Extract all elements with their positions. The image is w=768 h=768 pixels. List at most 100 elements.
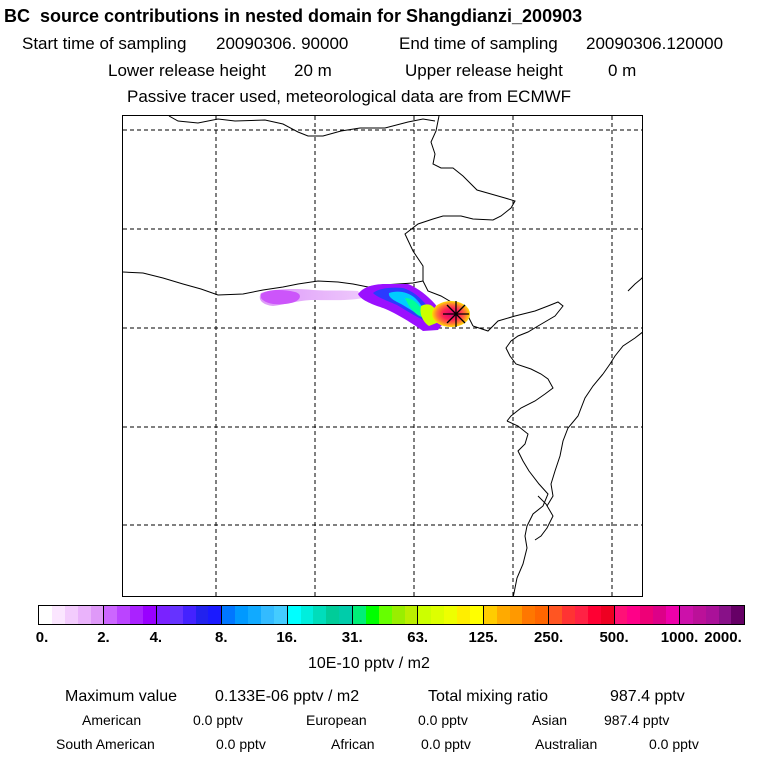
coastline [472, 301, 564, 422]
total-mixing-value: 987.4 pptv [610, 688, 685, 705]
south-american-value: 0.0 pptv [216, 736, 266, 752]
color-scale-tick-label: 1000. [660, 629, 699, 646]
color-scale-swatch [39, 606, 52, 624]
color-scale-swatch [235, 606, 248, 624]
australian-label: Australian [535, 736, 598, 752]
australian-value: 0.0 pptv [649, 736, 699, 752]
upper-release-label: Upper release height [405, 61, 563, 80]
color-scale-swatch [51, 606, 65, 624]
color-scale-swatch [431, 606, 445, 624]
color-scale-swatch [457, 606, 470, 624]
color-scale-swatch [222, 606, 236, 624]
color-scale-tick-label: 2000. [704, 629, 742, 646]
coastline [627, 277, 642, 292]
color-scale-swatch [156, 606, 170, 624]
plume-patch [261, 289, 300, 305]
african-value: 0.0 pptv [421, 736, 471, 752]
color-scale-tick-label: 125. [468, 629, 498, 646]
color-scale-swatch [208, 606, 223, 624]
upper-release-value: 0 m [608, 61, 637, 80]
color-scale-swatch [627, 606, 641, 624]
color-scale-swatch [614, 606, 628, 624]
color-scale-swatch [182, 606, 196, 624]
color-scale-swatch [391, 606, 405, 624]
color-scale-swatch [339, 606, 353, 624]
color-scale-swatch [731, 606, 745, 624]
color-scale-swatch [666, 606, 680, 624]
max-value-label: Maximum value [65, 688, 178, 705]
color-scale-swatch [705, 606, 719, 624]
end-time-value: 20090306.120000 [586, 34, 724, 53]
color-scale-swatch [104, 606, 118, 624]
color-scale-tick-label: 8. [215, 629, 228, 646]
asian-label: Asian [532, 712, 568, 728]
color-scale-tick-label: 16. [276, 629, 298, 646]
color-scale-swatch [483, 606, 497, 624]
map-canvas [123, 116, 642, 596]
color-scale-tick-label: 0. [35, 629, 49, 646]
color-scale-swatch [248, 606, 261, 624]
color-scale-tick-label: 4. [149, 629, 163, 646]
color-scale-swatch [130, 606, 143, 624]
color-scale-swatch [260, 606, 274, 624]
color-scale-swatch [522, 606, 536, 624]
color-scale-swatch [404, 606, 419, 624]
coastline [506, 420, 549, 596]
plume-green [405, 298, 425, 318]
color-scale-tick-label: 31. [341, 629, 363, 646]
color-scale-swatch [496, 606, 510, 624]
color-scale-swatch [679, 606, 693, 624]
color-scale-swatch [549, 606, 562, 624]
max-value: 0.133E-06 pptv / m2 [215, 688, 360, 705]
south-american-label: South American [56, 736, 155, 752]
color-scale-swatch [90, 606, 105, 624]
color-scale-swatch [117, 606, 131, 624]
color-scale-bar [38, 605, 745, 625]
color-scale-swatch [273, 606, 288, 624]
tracer-note: Passive tracer used, meteorological data… [127, 87, 572, 106]
color-scale-swatch [195, 606, 209, 624]
color-scale-swatch [287, 606, 301, 624]
color-scale-tick-label: 63. [407, 629, 429, 646]
color-scale-swatch [378, 606, 392, 624]
color-scale-swatch [640, 606, 654, 624]
coastline [602, 331, 642, 375]
american-label: American [82, 712, 142, 728]
tracer-plume [259, 284, 470, 331]
total-mixing-label: Total mixing ratio [428, 688, 549, 705]
european-value: 0.0 pptv [418, 712, 468, 728]
start-time-value: 20090306. 90000 [216, 34, 349, 53]
color-scale-swatch [353, 606, 366, 624]
color-scale-swatch [418, 606, 432, 624]
color-scale-swatch [692, 606, 706, 624]
color-scale-swatch [169, 606, 183, 624]
lower-release-label: Lower release height [108, 61, 266, 80]
color-scale-tick-label: 2. [97, 629, 110, 646]
coastline [534, 495, 554, 541]
color-scale-swatch [535, 606, 550, 624]
color-scale-swatch [365, 606, 379, 624]
european-label: European [306, 712, 367, 728]
color-scale-units: 10E-10 pptv / m2 [308, 655, 430, 672]
african-label: African [331, 736, 375, 752]
color-scale-swatch [444, 606, 457, 624]
color-scale-swatch [77, 606, 91, 624]
star-receptor-icon [443, 301, 469, 327]
coastline [546, 373, 604, 507]
color-scale-swatch [562, 606, 575, 624]
color-scale-swatch [300, 606, 314, 624]
border-line [404, 116, 516, 281]
end-time-label: End time of sampling [399, 34, 558, 53]
lower-release-value: 20 m [294, 61, 332, 80]
color-scale-swatch [64, 606, 78, 624]
color-scale-swatch [653, 606, 666, 624]
map-title: BC source contributions in nested domain… [4, 6, 583, 26]
color-scale-tick-label: 500. [599, 629, 629, 646]
start-time-label: Start time of sampling [22, 34, 187, 53]
american-value: 0.0 pptv [193, 712, 243, 728]
color-scale-swatch [326, 606, 340, 624]
color-scale-swatch [469, 606, 484, 624]
color-scale-swatch [509, 606, 523, 624]
border-line [168, 116, 436, 137]
color-scale-swatch [718, 606, 732, 624]
